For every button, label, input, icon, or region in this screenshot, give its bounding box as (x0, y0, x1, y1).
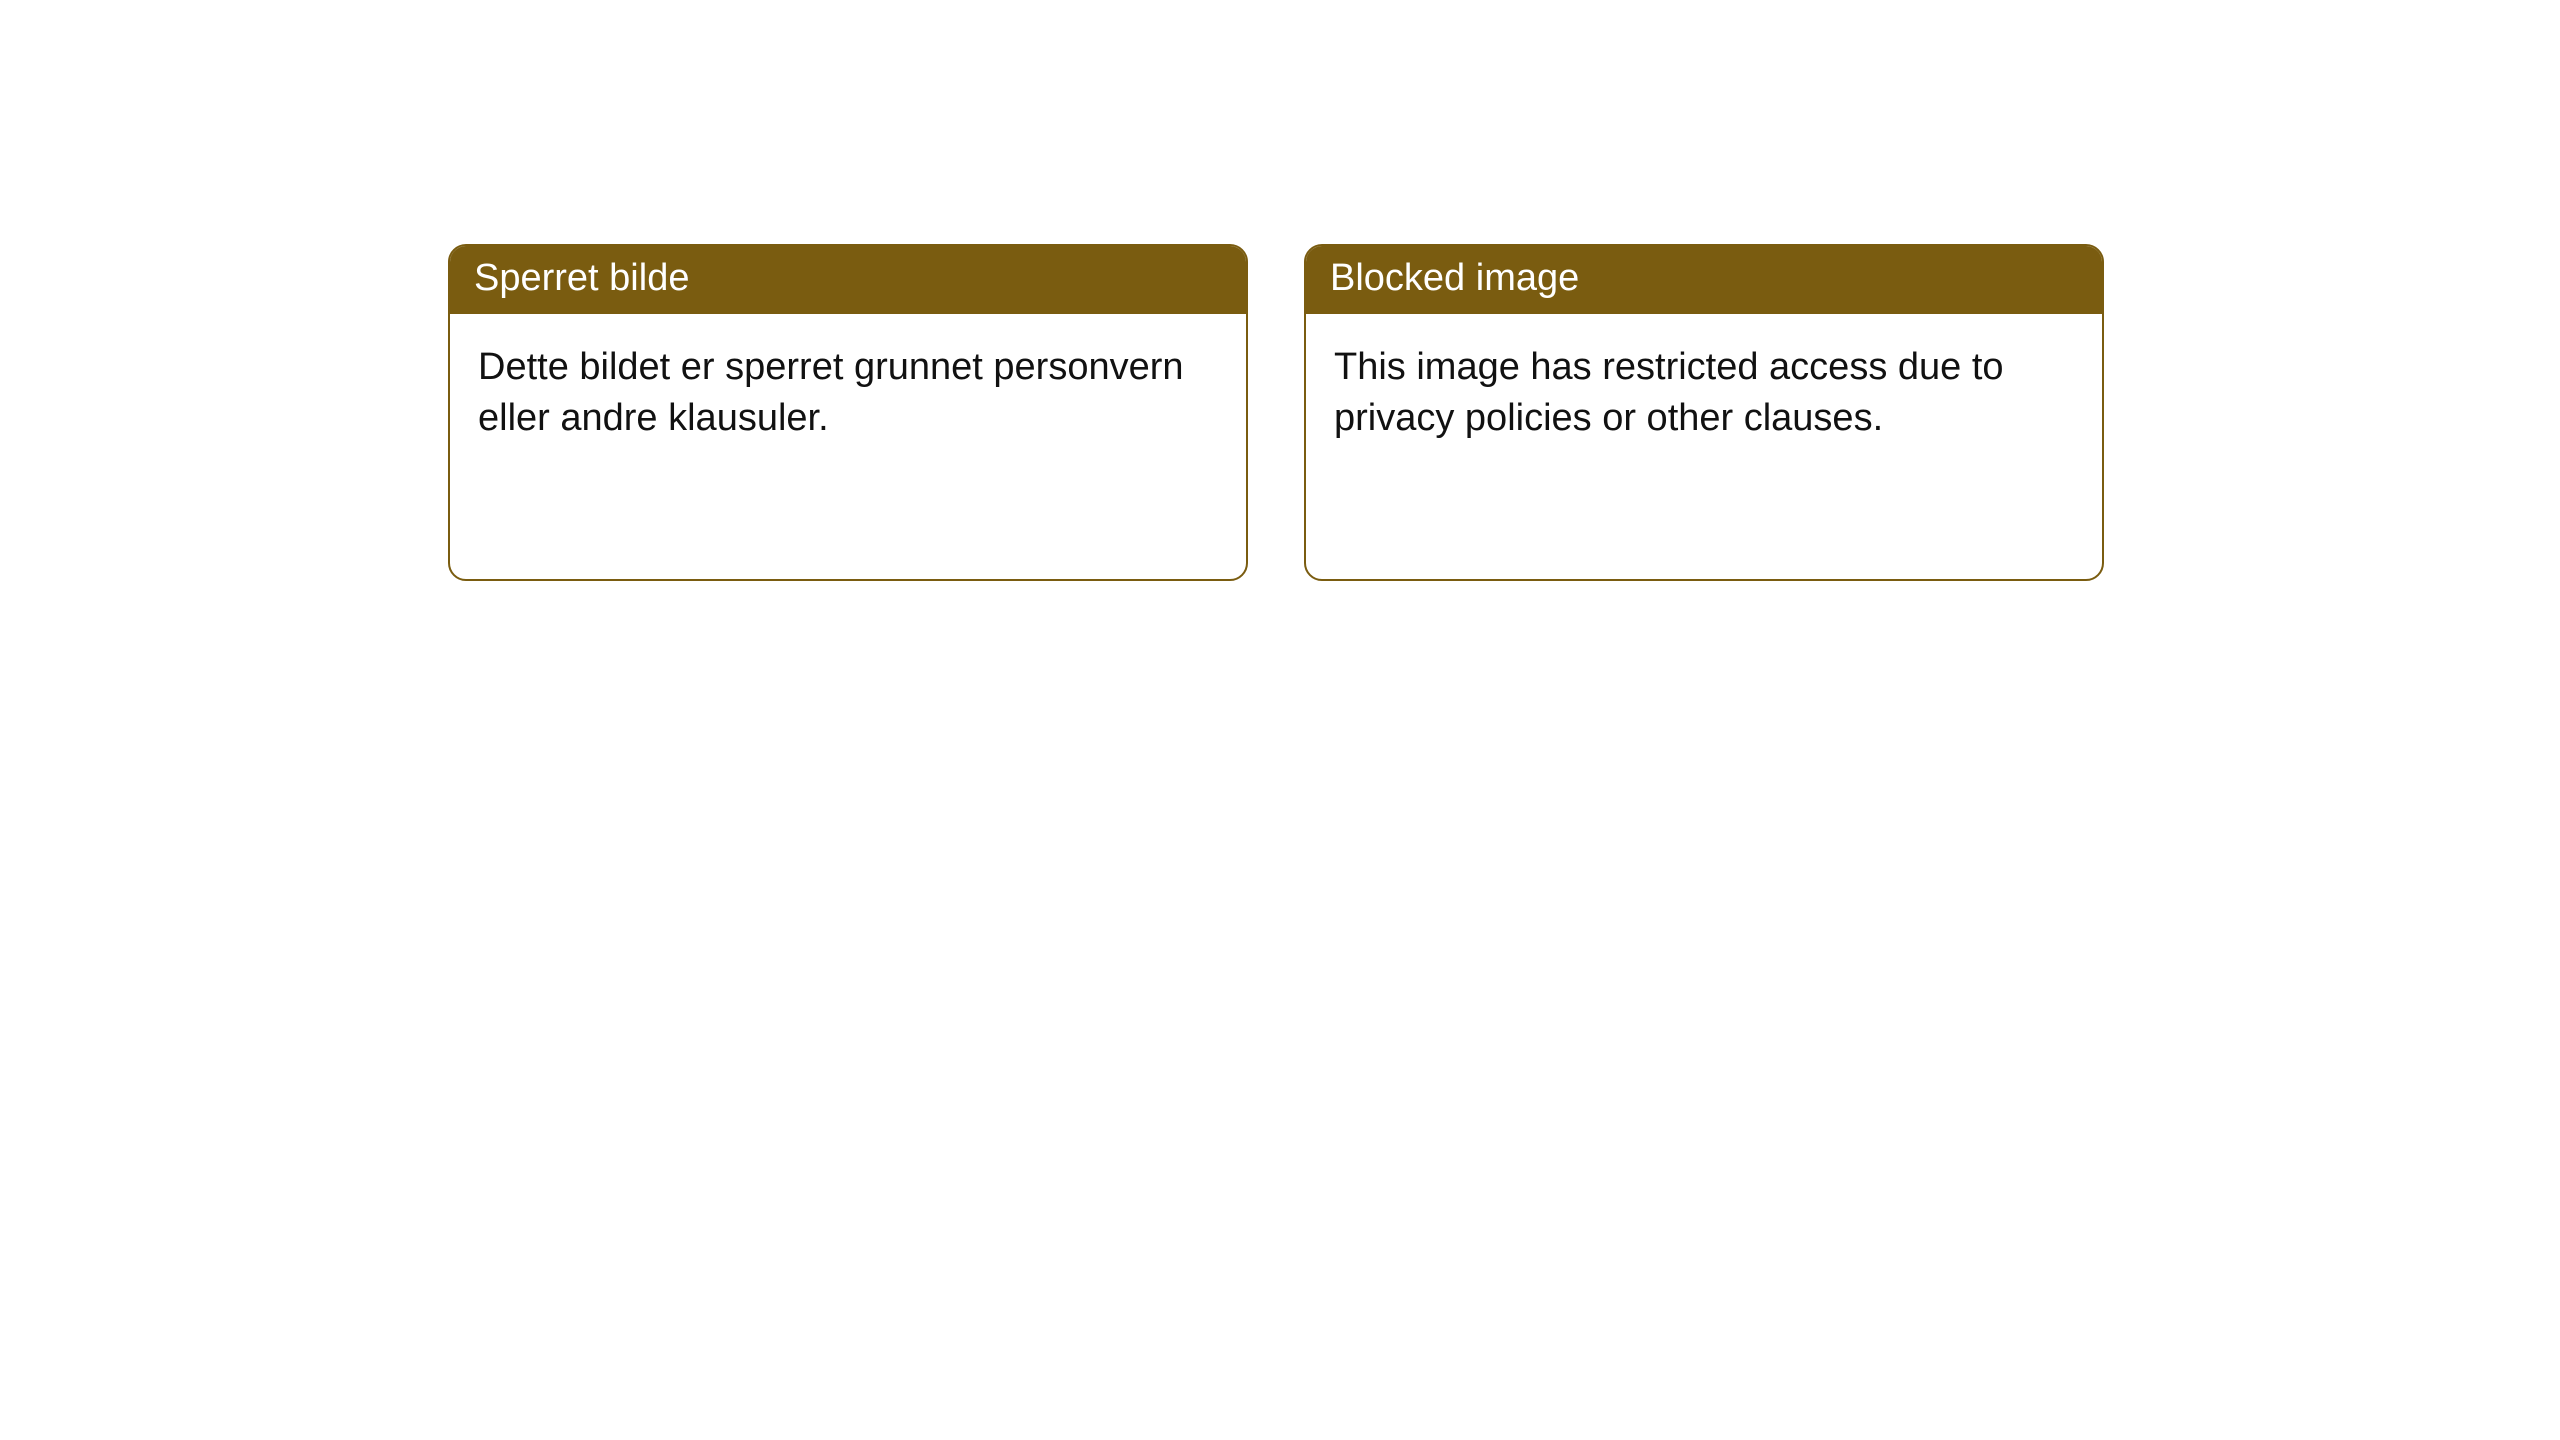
panel-title-english: Blocked image (1306, 246, 2102, 314)
blocked-image-panels: Sperret bilde Dette bildet er sperret gr… (448, 244, 2104, 581)
panel-norwegian: Sperret bilde Dette bildet er sperret gr… (448, 244, 1248, 581)
panel-english: Blocked image This image has restricted … (1304, 244, 2104, 581)
panel-body-english: This image has restricted access due to … (1306, 314, 2102, 469)
panel-text-norwegian: Dette bildet er sperret grunnet personve… (478, 342, 1218, 445)
panel-text-english: This image has restricted access due to … (1334, 342, 2074, 445)
panel-body-norwegian: Dette bildet er sperret grunnet personve… (450, 314, 1246, 469)
panel-title-norwegian: Sperret bilde (450, 246, 1246, 314)
